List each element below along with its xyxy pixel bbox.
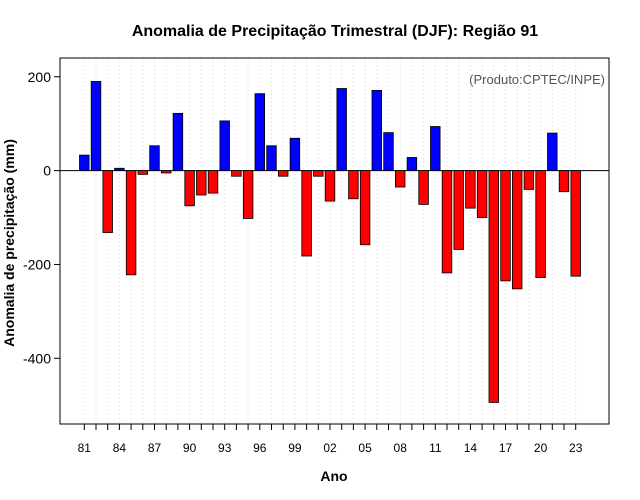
bar-1992 bbox=[207, 170, 219, 194]
source-annotation: (Produto:CPTEC/INPE) bbox=[469, 72, 605, 87]
bar-1983 bbox=[102, 170, 113, 233]
bar-1996 bbox=[254, 93, 266, 172]
y-axis: 200 0 -200 -400 bbox=[23, 69, 60, 366]
bar-2014 bbox=[465, 170, 476, 209]
bar-1998 bbox=[277, 170, 289, 177]
bar-2011 bbox=[430, 126, 441, 172]
bar-1989 bbox=[172, 112, 184, 172]
bar-1985 bbox=[125, 170, 137, 276]
bar-2012 bbox=[441, 170, 453, 274]
x-tick-label: 99 bbox=[288, 441, 302, 455]
gridlines bbox=[83, 58, 577, 424]
bar-1991 bbox=[196, 170, 207, 196]
bar-1997 bbox=[266, 145, 277, 172]
x-tick-label: 14 bbox=[464, 441, 478, 455]
bar-1999 bbox=[289, 137, 301, 172]
bar-2019 bbox=[523, 170, 535, 190]
x-tick-label: 02 bbox=[323, 441, 337, 455]
x-tick-label: 87 bbox=[148, 441, 162, 455]
bar-1988 bbox=[160, 170, 172, 174]
bar-2020 bbox=[535, 170, 546, 278]
bar-2015 bbox=[476, 170, 488, 218]
y-tick-label: 200 bbox=[28, 69, 52, 85]
bar-2017 bbox=[500, 170, 511, 282]
bar-2008 bbox=[394, 170, 406, 188]
bar-1986 bbox=[137, 170, 149, 175]
bar-1993 bbox=[219, 120, 230, 172]
x-tick-label: 84 bbox=[113, 441, 127, 455]
bar-2003 bbox=[336, 88, 347, 172]
x-axis: 81 84 87 90 93 96 99 02 05 08 11 14 17 20 23 bbox=[78, 424, 583, 455]
bar-2007 bbox=[383, 132, 394, 172]
bar-1984 bbox=[114, 167, 125, 172]
plot-frame bbox=[59, 57, 610, 425]
x-tick-label: 81 bbox=[78, 441, 92, 455]
bar-2006 bbox=[371, 89, 383, 172]
y-tick-label: 0 bbox=[43, 163, 51, 179]
y-axis-label: Anomalia de precipitação (mm) bbox=[1, 139, 17, 347]
bar-2016 bbox=[488, 170, 500, 403]
bar-2021 bbox=[547, 132, 558, 172]
bar-2018 bbox=[512, 170, 523, 290]
bar-1982 bbox=[90, 81, 102, 172]
x-axis-label: Ano bbox=[320, 468, 347, 484]
bar-2022 bbox=[558, 170, 570, 193]
bar-2002 bbox=[324, 170, 336, 202]
bars bbox=[79, 81, 581, 403]
x-tick-label: 93 bbox=[218, 441, 232, 455]
bar-2000 bbox=[301, 170, 312, 257]
y-tick-label: -200 bbox=[23, 256, 51, 272]
bar-1990 bbox=[184, 170, 195, 207]
bar-2001 bbox=[313, 170, 324, 177]
bar-2013 bbox=[453, 170, 464, 250]
x-tick-label: 23 bbox=[569, 441, 583, 455]
x-tick-label: 17 bbox=[499, 441, 513, 455]
bar-1994 bbox=[231, 170, 242, 177]
x-tick-label: 08 bbox=[394, 441, 408, 455]
x-tick-label: 96 bbox=[253, 441, 267, 455]
bar-2004 bbox=[348, 170, 359, 200]
bar-2023 bbox=[570, 170, 581, 277]
chart-title: Anomalia de Precipitação Trimestral (DJF… bbox=[132, 23, 538, 40]
bar-2010 bbox=[418, 170, 429, 205]
x-tick-label: 11 bbox=[429, 441, 442, 455]
x-tick-label: 20 bbox=[534, 441, 548, 455]
x-tick-label: 05 bbox=[358, 441, 372, 455]
bar-2009 bbox=[406, 157, 418, 172]
bar-1995 bbox=[242, 170, 254, 219]
x-tick-label: 90 bbox=[183, 441, 197, 455]
y-tick-label: -400 bbox=[23, 350, 51, 366]
bar-1981 bbox=[79, 154, 90, 172]
bar-2005 bbox=[359, 170, 371, 246]
bar-1987 bbox=[149, 145, 160, 172]
